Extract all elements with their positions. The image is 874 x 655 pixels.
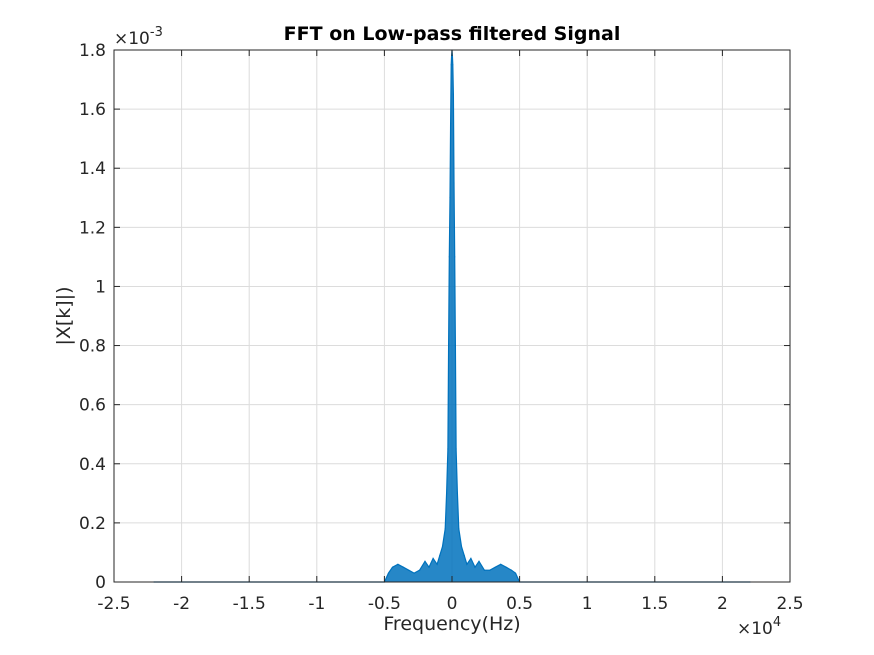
x-tick-label: 0 xyxy=(447,594,458,614)
data-point xyxy=(514,572,517,574)
chart-title: FFT on Low-pass filtered Signal xyxy=(284,23,621,45)
x-tick-label: -2 xyxy=(173,594,190,614)
data-point xyxy=(448,345,450,347)
data-point xyxy=(402,566,404,568)
x-tick-label: -1.5 xyxy=(233,594,266,614)
data-point xyxy=(453,182,455,184)
data-point xyxy=(452,93,454,95)
y-tick-label: 0.6 xyxy=(79,396,106,416)
x-tick-label: 2 xyxy=(717,594,728,614)
x-multiplier-exponent: 4 xyxy=(773,615,781,630)
data-point xyxy=(452,64,454,66)
data-point xyxy=(456,492,458,494)
data-point xyxy=(446,492,448,494)
data-point xyxy=(441,545,444,548)
data-point xyxy=(448,256,450,258)
data-point xyxy=(408,569,410,571)
data-point xyxy=(494,566,496,568)
y-tick-label: 1.6 xyxy=(79,100,106,120)
tick-marks xyxy=(113,49,791,583)
data-point xyxy=(505,566,507,568)
y-tick-label: 0.2 xyxy=(79,514,106,534)
y-tick-label: 1.4 xyxy=(79,159,106,179)
data-point xyxy=(455,448,457,450)
data-point xyxy=(463,554,465,557)
data-point xyxy=(436,563,438,565)
x-tick-label: 1.5 xyxy=(641,594,668,614)
y-tick-labels: 0 0.2 0.4 0.6 0.8 1 1.2 1.4 1.6 1.8 xyxy=(79,41,106,593)
data-point xyxy=(413,572,415,574)
y-tick-label: 0 xyxy=(95,573,106,593)
data-point xyxy=(444,528,446,530)
x-tick-label: -2.5 xyxy=(97,594,130,614)
series-fill xyxy=(153,50,751,582)
data-point xyxy=(460,545,463,548)
x-multiplier: ×104 xyxy=(737,615,781,639)
data-point xyxy=(478,560,480,562)
y-tick-label: 1.2 xyxy=(79,218,106,238)
data-point xyxy=(450,64,452,66)
data-point xyxy=(450,123,452,125)
y-tick-label: 1.8 xyxy=(79,41,106,61)
data-point xyxy=(470,557,472,560)
y-multiplier: ×10-3 xyxy=(114,25,163,49)
y-tick-label: 1 xyxy=(95,277,106,297)
x-tick-label: 2.5 xyxy=(776,594,803,614)
data-point xyxy=(439,554,441,557)
data-point xyxy=(419,569,421,571)
data-point xyxy=(387,572,390,574)
x-multiplier-base: ×10 xyxy=(737,619,773,639)
x-tick-label: -1 xyxy=(308,594,325,614)
y-tick-label: 0.8 xyxy=(79,337,106,357)
data-point xyxy=(428,566,430,568)
data-point xyxy=(483,569,485,571)
data-point xyxy=(458,528,460,530)
data-point xyxy=(424,560,426,562)
x-tick-label: 1 xyxy=(582,594,593,614)
y-multiplier-base: ×10 xyxy=(114,29,150,49)
x-axis-label: Frequency(Hz) xyxy=(383,613,520,635)
x-tick-labels: -2.5 -2 -1.5 -1 -0.5 0 0.5 1 1.5 2 2.5 xyxy=(97,594,803,614)
data-point xyxy=(454,256,456,258)
data-point xyxy=(454,345,456,347)
x-tick-label: 0.5 xyxy=(506,594,533,614)
data-point xyxy=(500,563,502,565)
data-point xyxy=(397,563,399,565)
data-point xyxy=(474,566,476,568)
data-point xyxy=(510,569,513,571)
y-axis-label: |X[k]|) xyxy=(53,286,75,345)
x-tick-label: -0.5 xyxy=(368,594,401,614)
data-point xyxy=(447,448,449,450)
y-multiplier-exponent: -3 xyxy=(150,25,163,40)
data-point xyxy=(449,197,451,199)
data-point xyxy=(489,569,491,571)
data-point xyxy=(391,566,394,568)
y-tick-label: 0.4 xyxy=(79,455,106,475)
data-point xyxy=(466,563,468,565)
data-point xyxy=(432,557,434,560)
